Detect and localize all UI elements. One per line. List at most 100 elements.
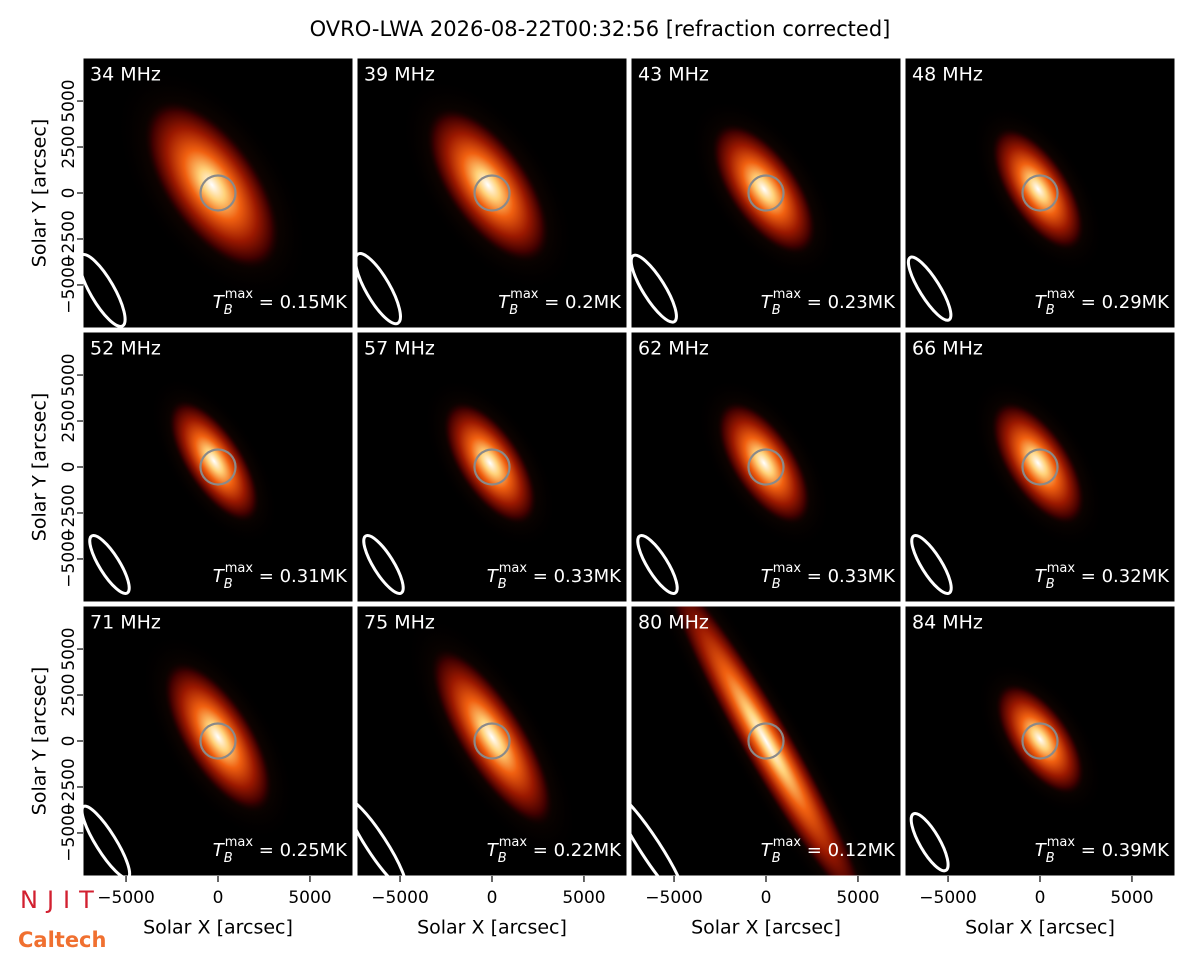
tb-superscript: max: [1047, 287, 1076, 302]
y-tick-label: 0: [59, 188, 79, 199]
frequency-label: 80 MHz: [638, 612, 709, 634]
x-tick-label: 5000: [562, 888, 605, 908]
panel-frame: [630, 331, 902, 603]
emission: [994, 682, 1086, 796]
panel: [631, 58, 901, 328]
tb-superscript: max: [773, 561, 802, 576]
x-tick-label: −5000: [97, 888, 155, 908]
solar-disk: [473, 448, 511, 486]
x-tick-label: 0: [1035, 888, 1046, 908]
solar-disk: [199, 174, 237, 212]
tb-superscript: max: [773, 835, 802, 850]
y-tick-label: 2500: [59, 673, 79, 716]
x-tick-label: 0: [761, 888, 772, 908]
y-tick-label: 0: [59, 462, 79, 473]
tb-max-label: TBmax = 0.2MK: [498, 287, 622, 318]
tb-unit: MK: [320, 566, 349, 587]
beam: [631, 793, 687, 876]
y-tick-label: 2500: [59, 125, 79, 168]
chart-title: OVRO-LWA 2026-08-22T00:32:56 [refraction…: [310, 17, 891, 41]
beam: [631, 253, 678, 324]
x-axis-label: Solar X [arcsec]: [417, 917, 567, 939]
panel: [631, 332, 901, 602]
panel: [83, 606, 353, 876]
tb-symbol: T: [761, 566, 774, 587]
tb-max-label: TBmax = 0.15MK: [213, 287, 348, 318]
panel: [905, 606, 1175, 876]
tb-value: 0.33: [554, 566, 594, 587]
tb-value: 0.2: [565, 292, 594, 313]
y-tick-label: 5000: [59, 627, 79, 670]
beam: [83, 804, 132, 876]
frequency-label: 34 MHz: [90, 64, 161, 86]
tb-equals: =: [527, 566, 554, 587]
solar-disk: [1021, 448, 1059, 486]
solar-disk: [199, 722, 237, 760]
panel-frame: [356, 57, 628, 329]
panel-frame: [904, 57, 1176, 329]
tb-max-label: TBmax = 0.33MK: [487, 561, 622, 592]
tb-max-label: TBmax = 0.25MK: [213, 835, 348, 866]
tb-unit: MK: [320, 292, 349, 313]
logo-caltech: Caltech: [18, 928, 106, 952]
y-axis-label: Solar Y [arcsec]: [29, 393, 51, 541]
panel: [357, 58, 627, 328]
tb-symbol: T: [213, 840, 226, 861]
tb-max-label: TBmax = 0.39MK: [1035, 835, 1170, 866]
tb-superscript: max: [510, 287, 539, 302]
tb-unit: MK: [320, 840, 349, 861]
tb-superscript: max: [225, 835, 254, 850]
tb-equals: =: [1075, 840, 1102, 861]
frequency-label: 62 MHz: [638, 338, 709, 360]
panel: [631, 606, 901, 876]
emission: [142, 98, 282, 272]
x-axis-label: Solar X [arcsec]: [143, 917, 293, 939]
x-axis-label: Solar X [arcsec]: [965, 917, 1115, 939]
tb-subscript: B: [772, 851, 781, 866]
y-tick-label: 5000: [59, 353, 79, 396]
tb-subscript: B: [498, 851, 507, 866]
emission: [442, 399, 538, 527]
tb-equals: =: [1075, 566, 1102, 587]
frequency-label: 48 MHz: [912, 64, 983, 86]
panel: [905, 332, 1175, 602]
emission: [167, 398, 261, 524]
tb-equals: =: [1075, 292, 1102, 313]
frequency-label: 71 MHz: [90, 612, 161, 634]
frequency-label: 39 MHz: [364, 64, 435, 86]
tb-equals: =: [538, 292, 565, 313]
panel-frame: [356, 331, 628, 603]
solar-disk: [747, 448, 785, 486]
tb-symbol: T: [213, 292, 226, 313]
tb-unit: MK: [594, 292, 623, 313]
x-tick-label: 5000: [288, 888, 331, 908]
emission: [716, 399, 812, 527]
tb-subscript: B: [509, 303, 518, 318]
tb-symbol: T: [761, 292, 774, 313]
y-tick-label: 0: [59, 736, 79, 747]
tb-symbol: T: [1035, 566, 1048, 587]
tb-subscript: B: [498, 577, 507, 592]
tb-equals: =: [253, 566, 280, 587]
tb-superscript: max: [1047, 561, 1076, 576]
tb-subscript: B: [224, 303, 233, 318]
x-tick-label: 0: [213, 888, 224, 908]
frequency-label: 75 MHz: [364, 612, 435, 634]
solar-disk: [473, 722, 511, 760]
y-tick-label: −2500: [59, 758, 79, 816]
frequency-label: 66 MHz: [912, 338, 983, 360]
emission: [429, 646, 555, 828]
tb-subscript: B: [772, 303, 781, 318]
tb-symbol: T: [1035, 840, 1048, 861]
tb-value: 0.31: [280, 566, 320, 587]
tb-symbol: T: [761, 840, 774, 861]
tb-value: 0.22: [554, 840, 594, 861]
emission: [425, 105, 551, 265]
tb-subscript: B: [1046, 577, 1055, 592]
tb-unit: MK: [594, 840, 623, 861]
panel: [83, 58, 353, 328]
tb-unit: MK: [868, 292, 897, 313]
solar-disk: [473, 174, 511, 212]
tb-unit: MK: [1142, 292, 1171, 313]
